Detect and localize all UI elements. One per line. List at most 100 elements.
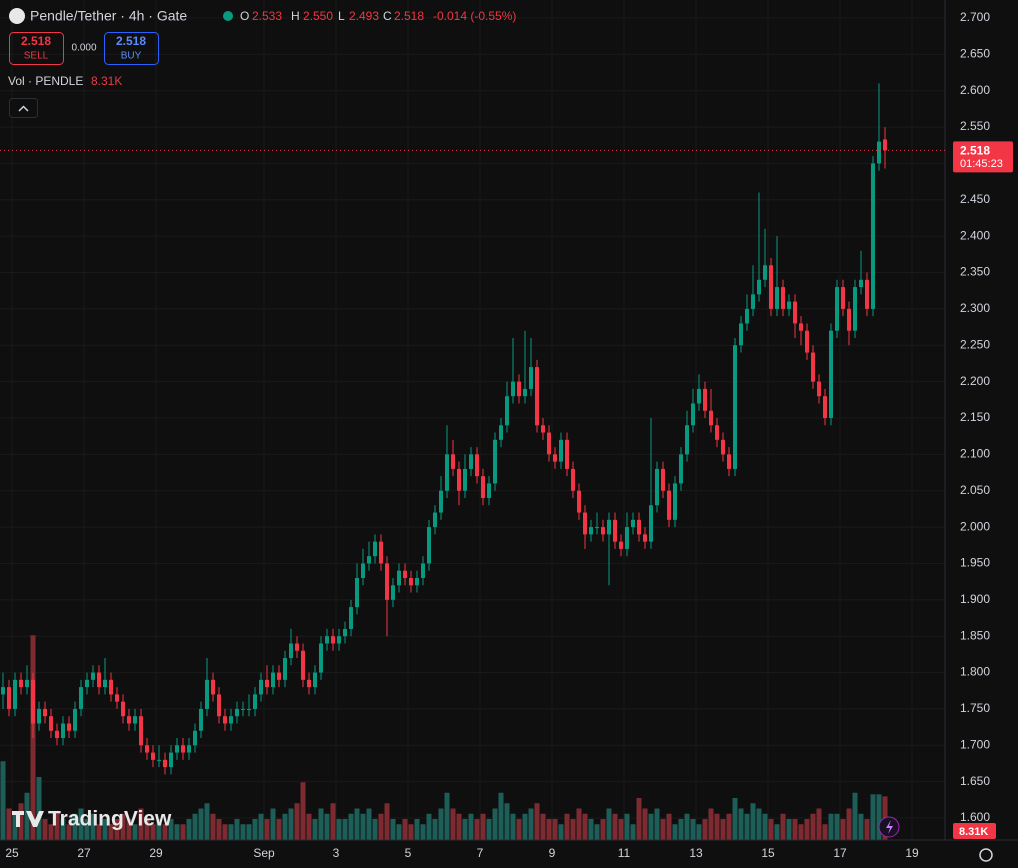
x-tick-label: 29 — [149, 846, 163, 860]
volume-bar — [222, 824, 228, 840]
volume-bar — [468, 813, 474, 840]
candle-body — [103, 679, 107, 688]
volume-bar — [420, 824, 426, 840]
candle-body — [499, 425, 503, 440]
y-tick-label: 2.150 — [960, 410, 990, 424]
collapse-button[interactable] — [9, 98, 38, 118]
candle-body — [421, 563, 425, 579]
volume-bar — [558, 824, 564, 840]
volume-bar — [600, 819, 606, 840]
candle-body — [565, 439, 569, 469]
volume-bar — [168, 819, 174, 840]
buy-button[interactable] — [104, 32, 159, 65]
candle-body — [79, 687, 83, 709]
y-tick-label: 1.950 — [960, 556, 990, 570]
candle-body — [607, 519, 611, 535]
volume-bar — [48, 824, 54, 840]
candle-body — [265, 679, 269, 688]
volume-bar — [252, 819, 258, 840]
volume-bar — [66, 824, 72, 840]
volume-bar — [210, 813, 216, 840]
candle-body — [343, 628, 347, 637]
candle-body — [211, 679, 215, 695]
symbol-icon[interactable] — [9, 8, 25, 24]
candle-body — [535, 367, 539, 426]
volume-bar — [198, 808, 204, 840]
candle-body — [763, 265, 767, 280]
candle-body — [847, 308, 851, 331]
volume-bar — [474, 819, 480, 840]
volume-bar — [414, 819, 420, 840]
candle-body — [679, 454, 683, 484]
volume-bar — [810, 813, 816, 840]
candle-body — [7, 687, 11, 709]
candle-body — [313, 672, 317, 688]
candle-body — [469, 454, 473, 469]
candle-body — [199, 708, 203, 731]
y-tick-label: 1.650 — [960, 774, 990, 788]
volume-bar — [534, 803, 540, 840]
y-tick-label: 2.650 — [960, 47, 990, 61]
market-status[interactable] — [223, 11, 233, 21]
volume-bar — [144, 819, 150, 840]
sell-label: SELL — [24, 51, 49, 62]
candle-body — [433, 512, 437, 528]
candle-body — [169, 752, 173, 768]
volume-bar — [732, 798, 738, 840]
volume-bar — [288, 808, 294, 840]
candle-body — [781, 287, 785, 309]
candle-body — [247, 708, 251, 710]
volume-bar — [312, 819, 318, 840]
candle-body — [841, 287, 845, 309]
volume-bar — [246, 824, 252, 840]
volume-bar — [594, 824, 600, 840]
buy-label: BUY — [121, 51, 142, 62]
sell-button[interactable] — [9, 32, 64, 65]
volume-bar — [336, 819, 342, 840]
volume-bar — [390, 819, 396, 840]
buy-price: 2.518 — [116, 34, 146, 48]
volume-bar — [126, 819, 132, 840]
candle-body — [349, 607, 353, 629]
y-tick-label: 2.000 — [960, 519, 990, 533]
candle-body — [439, 490, 443, 513]
volume-bar — [870, 794, 876, 840]
volume-bar — [486, 819, 492, 840]
candle-body — [25, 679, 29, 688]
candle-body — [67, 723, 71, 731]
candle-body — [703, 388, 707, 411]
o-label: O — [240, 9, 249, 23]
volume-bar — [354, 808, 360, 840]
candle-body — [379, 541, 383, 564]
sell-price: 2.518 — [21, 34, 51, 48]
candle-body — [145, 745, 149, 753]
volume-bar — [408, 824, 414, 840]
c-value: 2.518 — [394, 9, 424, 23]
candle-body — [523, 388, 527, 397]
volume-bar — [348, 813, 354, 840]
candle-body — [31, 679, 35, 724]
y-tick-label: 2.100 — [960, 447, 990, 461]
candle-body — [1, 687, 5, 695]
candle-body — [481, 476, 485, 499]
volume-bar — [582, 813, 588, 840]
l-value: 2.493 — [349, 9, 379, 23]
volume-bar — [78, 808, 84, 840]
o-value: 2.533 — [252, 9, 282, 23]
volume-bar — [498, 792, 504, 840]
candle-body — [637, 519, 641, 535]
candle-body — [415, 578, 419, 586]
volume-bar — [648, 813, 654, 840]
volume-bar — [570, 819, 576, 840]
symbol-title[interactable]: Pendle/Tether · 4h · Gate — [30, 8, 187, 24]
volume-bar — [42, 819, 48, 840]
candle-body — [673, 483, 677, 520]
settings-button[interactable] — [979, 848, 993, 862]
volume-bar — [714, 813, 720, 840]
candle-body — [307, 679, 311, 688]
volume-bar — [6, 808, 12, 840]
candle-body — [259, 679, 263, 695]
candle-body — [121, 701, 125, 717]
